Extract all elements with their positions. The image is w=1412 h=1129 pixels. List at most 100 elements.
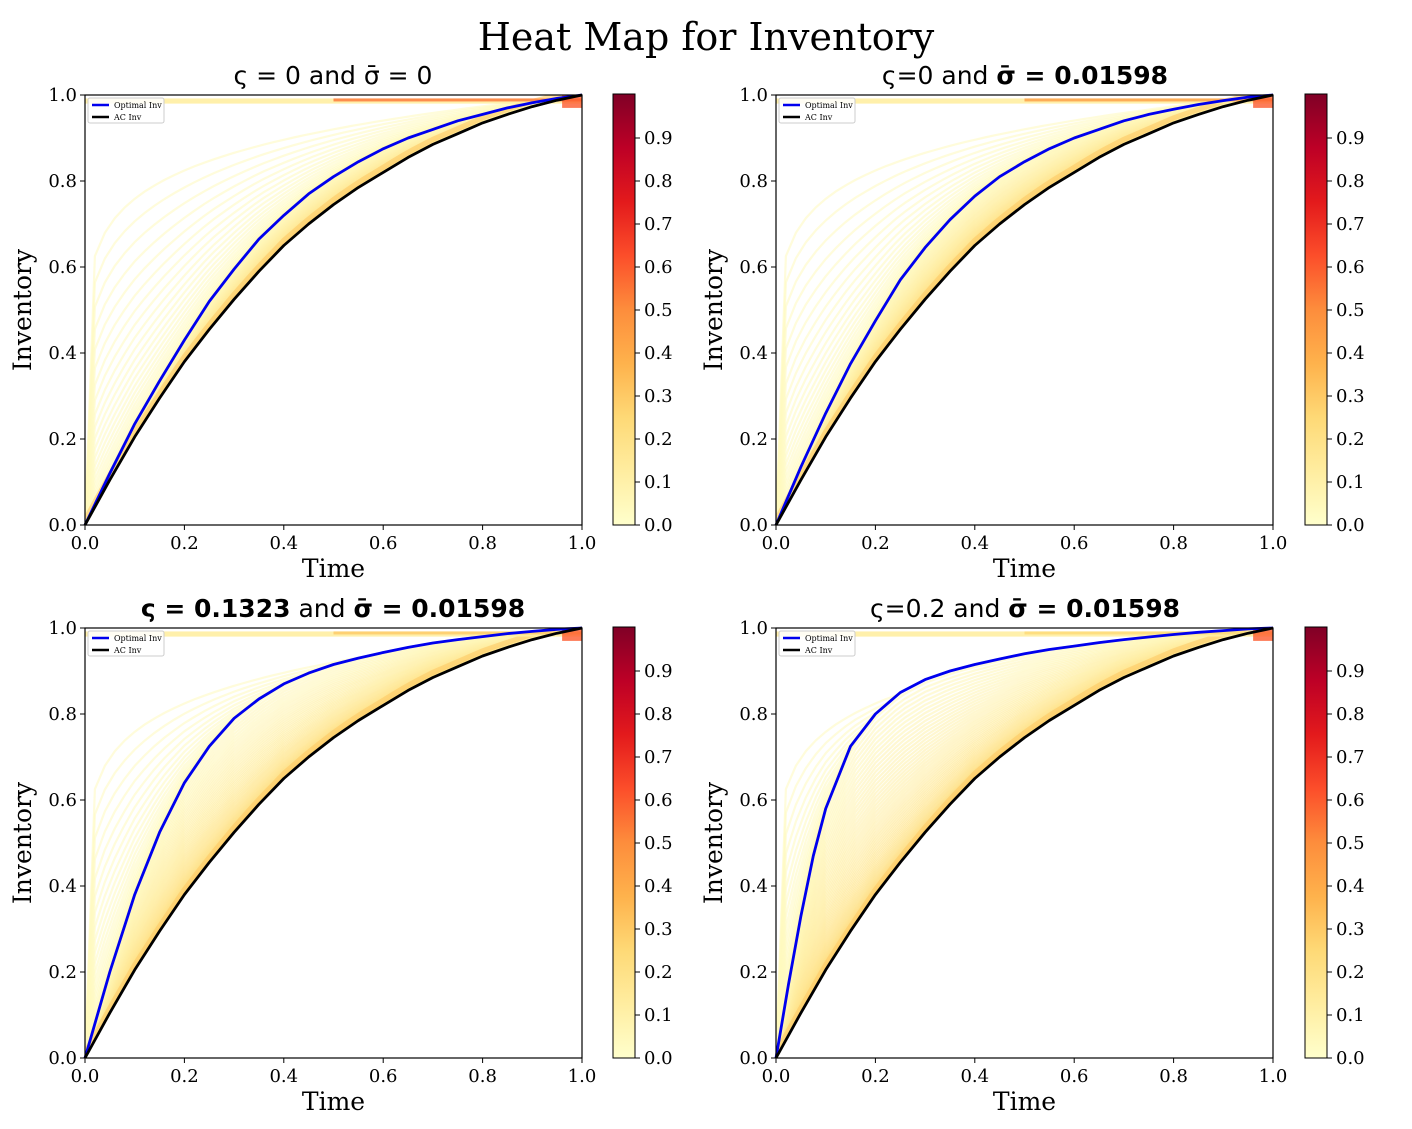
x-tick-label: 0.4 [269, 533, 298, 554]
colorbar-tick-label: 0.4 [1336, 343, 1365, 364]
heatmap-area [85, 95, 582, 525]
y-axis-label: Inventory [8, 781, 37, 904]
y-tick-label: 0.0 [739, 515, 768, 536]
colorbar-tick-label: 0.8 [644, 171, 673, 192]
colorbar-tick-label: 0.3 [1336, 919, 1365, 940]
legend-entry-label: Optimal Inv [805, 101, 853, 110]
y-axis-label: Inventory [699, 781, 728, 904]
legend: Optimal Inv AC Inv [87, 97, 165, 124]
optimal-inv-line [774, 626, 1274, 1059]
colorbar-tick-label: 0.5 [1336, 833, 1365, 854]
colorbar-tick-label: 0.2 [1336, 429, 1365, 450]
plot-frame [775, 94, 1274, 526]
x-tick-label: 1.0 [568, 533, 597, 554]
colorbar-tick-label: 0.9 [644, 128, 673, 149]
x-tick-label: 0.6 [1060, 533, 1089, 554]
panel-title-part: ς = 0.1323 [141, 594, 291, 623]
x-axis-label: Time [993, 554, 1056, 583]
ac-inv-line [774, 626, 1274, 1059]
y-tick-label: 0.2 [48, 962, 77, 983]
panel-title-part: σ̄ = 0 [364, 61, 433, 90]
panel-top-right: 0.0 0.2 0.4 0.6 0.8 1.0 0.0 0.2 0.4 0.6 0.8 1.0 Time… [699, 61, 1365, 583]
y-tick-label: 1.0 [48, 618, 77, 639]
colorbar-tick-label: 0.8 [1336, 704, 1365, 725]
colorbar-tick-label: 0.7 [1336, 747, 1365, 768]
panel-title-part: σ̄ = 0.01598 [353, 594, 525, 623]
colorbar-tick-label: 0.6 [1336, 790, 1365, 811]
x-tick-label: 0.0 [71, 1066, 100, 1087]
plot-frame [84, 627, 583, 1059]
colorbar-tick-label: 0.4 [644, 876, 673, 897]
colorbar-tick-label: 0.2 [644, 962, 673, 983]
panel-title-part: ς=0 and [882, 61, 996, 90]
panel-top-left: 0.0 0.2 0.4 0.6 0.8 1.0 0.0 0.2 0.4 0.6 0.8 1.0 Time… [8, 61, 673, 583]
colorbar-tick-label: 0.9 [1336, 661, 1365, 682]
x-tick-label: 0.0 [762, 1066, 791, 1087]
colorbar-tick-label: 0.3 [1336, 386, 1365, 407]
y-tick-label: 0.6 [739, 790, 768, 811]
x-tick-label: 0.8 [1159, 1066, 1188, 1087]
x-axis-label: Time [993, 1087, 1056, 1116]
x-tick-label: 0.2 [170, 533, 199, 554]
y-tick-label: 0.4 [48, 343, 77, 364]
panel-title-part: ς=0.2 and [870, 594, 1008, 623]
x-tick-label: 0.8 [468, 533, 497, 554]
x-tick-label: 0.4 [960, 1066, 989, 1087]
colorbar-tick-label: 0.6 [644, 257, 673, 278]
y-tick-label: 0.6 [739, 257, 768, 278]
y-tick-label: 0.2 [739, 962, 768, 983]
y-tick-label: 1.0 [48, 85, 77, 106]
y-tick-label: 1.0 [739, 85, 768, 106]
colorbar-tick-label: 0.1 [1336, 1005, 1365, 1026]
x-axis-label: Time [302, 554, 365, 583]
heatmap-area [85, 628, 582, 1058]
panel-bottom-left: 0.0 0.2 0.4 0.6 0.8 1.0 0.0 0.2 0.4 0.6 0.8 1.0 Time… [8, 594, 673, 1116]
x-tick-label: 1.0 [1259, 533, 1288, 554]
x-tick-label: 0.8 [468, 1066, 497, 1087]
y-tick-label: 0.8 [48, 171, 77, 192]
optimal-inv-line [774, 93, 1274, 526]
colorbar-tick-label: 0.0 [644, 515, 673, 536]
colorbar-tick-label: 0.1 [644, 472, 673, 493]
x-tick-label: 0.2 [861, 533, 890, 554]
y-tick-label: 0.4 [739, 876, 768, 897]
panel-title: ς=0.2 and σ̄ = 0.01598 [870, 594, 1180, 623]
x-axis-label: Time [302, 1087, 365, 1116]
y-tick-label: 0.8 [739, 704, 768, 725]
legend-entry-label: Optimal Inv [114, 101, 162, 110]
legend: Optimal Inv AC Inv [778, 630, 856, 657]
legend-entry-label: AC Inv [113, 646, 142, 655]
colorbar-tick-label: 0.2 [1336, 962, 1365, 983]
colorbar-gradient [612, 626, 636, 1059]
x-tick-label: 0.4 [960, 533, 989, 554]
colorbar-tick-label: 0.2 [644, 429, 673, 450]
colorbar-tick-label: 0.5 [644, 833, 673, 854]
panel-title: ς=0 and σ̄ = 0.01598 [882, 61, 1168, 90]
y-axis-label: Inventory [8, 248, 37, 371]
y-tick-label: 0.8 [739, 171, 768, 192]
optimal-inv-line [83, 626, 583, 1059]
panel-title-part: σ̄ = 0.01598 [996, 61, 1168, 90]
colorbar-gradient [1304, 626, 1328, 1059]
colorbar-tick-label: 0.9 [644, 661, 673, 682]
x-tick-label: 0.0 [762, 533, 791, 554]
y-tick-label: 0.2 [739, 429, 768, 450]
y-tick-label: 0.4 [48, 876, 77, 897]
colorbar-tick-label: 0.6 [644, 790, 673, 811]
y-tick-label: 0.6 [48, 257, 77, 278]
panel-title: ς = 0.1323 and σ̄ = 0.01598 [141, 594, 525, 623]
colorbar-tick-label: 0.8 [1336, 171, 1365, 192]
legend-entry-label: AC Inv [804, 113, 833, 122]
legend-entry-label: Optimal Inv [805, 634, 853, 643]
colorbar: 0.0 0.1 0.2 0.3 0.4 0.5 0.6 0.7 0.8 0.9 [612, 93, 673, 536]
ac-inv-line [774, 93, 1274, 526]
ac-inv-line [83, 626, 583, 1059]
y-axis-label: Inventory [699, 248, 728, 371]
y-tick-label: 0.0 [48, 515, 77, 536]
colorbar-tick-label: 0.3 [644, 386, 673, 407]
colorbar-tick-label: 0.1 [644, 1005, 673, 1026]
colorbar-tick-label: 0.5 [1336, 300, 1365, 321]
colorbar-tick-label: 0.6 [1336, 257, 1365, 278]
plot-frame [775, 627, 1274, 1059]
